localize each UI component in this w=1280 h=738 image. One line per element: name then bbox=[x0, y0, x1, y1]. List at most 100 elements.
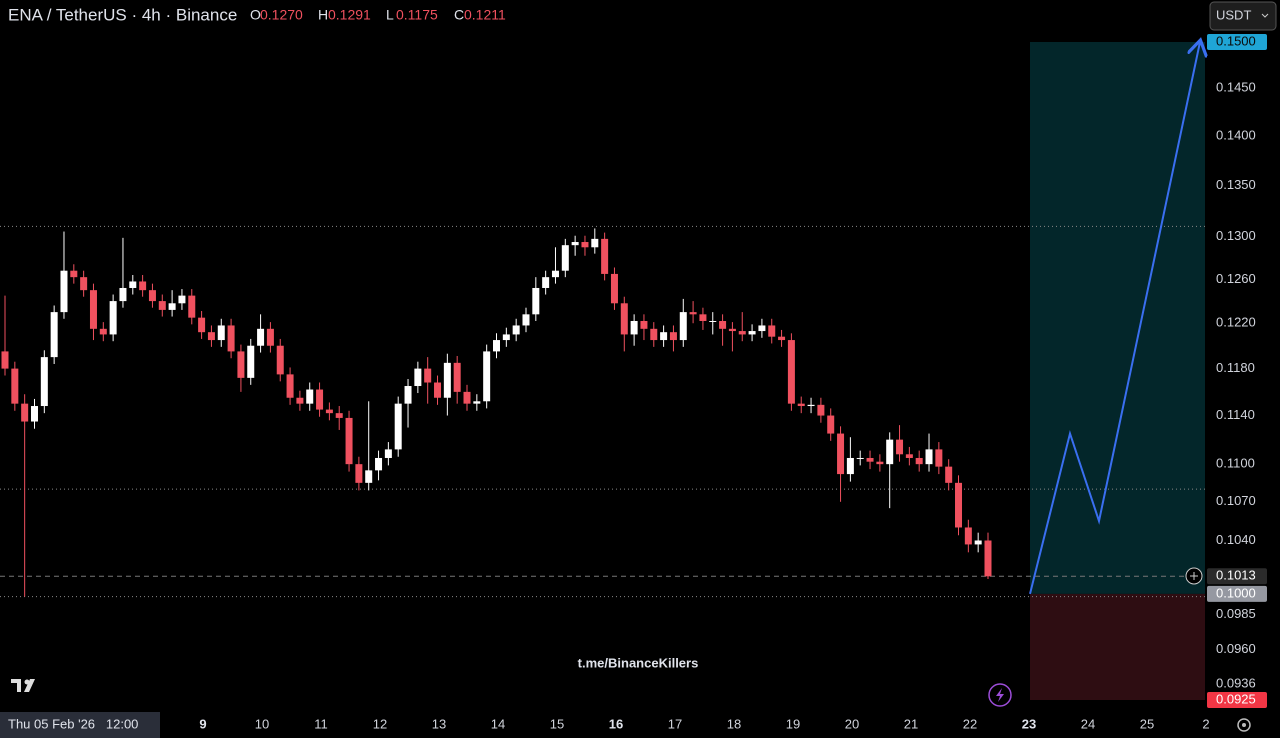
stop-zone bbox=[1030, 593, 1205, 700]
candle-body bbox=[493, 340, 500, 352]
candle-body bbox=[257, 328, 265, 346]
x-tick-label: 17 bbox=[668, 716, 682, 731]
candle-body bbox=[375, 457, 383, 471]
candle-body bbox=[748, 331, 756, 335]
candle-body bbox=[178, 295, 186, 304]
candle-body bbox=[40, 357, 48, 407]
y-tick-label: 0.1300 bbox=[1216, 228, 1256, 243]
x-tick-label: 14 bbox=[491, 716, 505, 731]
candle-body bbox=[660, 332, 668, 341]
candle-body bbox=[158, 301, 166, 310]
candle-body bbox=[787, 340, 795, 404]
candle-body bbox=[945, 466, 953, 483]
candle-body bbox=[247, 345, 255, 378]
candle-body bbox=[522, 314, 530, 326]
y-tick-label: 0.1040 bbox=[1216, 532, 1256, 547]
candle-body bbox=[1, 351, 9, 369]
dropdown-icon bbox=[1261, 13, 1269, 18]
candle-body bbox=[434, 382, 442, 398]
candle-body bbox=[905, 454, 913, 458]
candle-body bbox=[679, 312, 687, 341]
current-price-tag-box bbox=[1207, 568, 1267, 585]
x-tick-label: 20 bbox=[845, 716, 859, 731]
candle-body bbox=[807, 404, 815, 407]
candle-body bbox=[768, 325, 776, 337]
ohlc-value: 0.1175 bbox=[396, 7, 438, 23]
candle-body bbox=[119, 287, 127, 302]
y-tick-label: 0.1400 bbox=[1216, 127, 1256, 142]
candle-body bbox=[325, 409, 333, 414]
y-tick-label: 0.0985 bbox=[1216, 606, 1256, 621]
candle-body bbox=[109, 301, 117, 335]
candle-body bbox=[424, 368, 432, 383]
y-tick-label: 0.1100 bbox=[1216, 456, 1255, 471]
x-tick-label: 21 bbox=[904, 716, 918, 731]
y-tick-label: 0.1070 bbox=[1216, 493, 1256, 508]
currency-label[interactable]: USDT bbox=[1216, 7, 1251, 22]
entry-price-tag-box bbox=[1207, 585, 1267, 602]
x-tick-label: 23 bbox=[1022, 716, 1036, 731]
candle-body bbox=[335, 413, 343, 418]
candle-body bbox=[384, 449, 392, 458]
candle-body bbox=[266, 328, 274, 346]
stop-price-tag-box bbox=[1207, 692, 1267, 708]
candle-body bbox=[443, 362, 451, 398]
target-price-tag: 0.1500 bbox=[1216, 33, 1256, 48]
x-tick-label: 25 bbox=[1140, 716, 1154, 731]
cursor-date-box bbox=[0, 712, 160, 738]
candle-body bbox=[80, 277, 88, 291]
ohlc-label: C bbox=[454, 7, 464, 23]
ohlc-value: 0.1270 bbox=[260, 7, 303, 23]
candle-body bbox=[296, 397, 304, 404]
candle-body bbox=[719, 320, 727, 329]
settings-button[interactable] bbox=[1237, 718, 1251, 732]
current-price-tag: 0.1013 bbox=[1216, 568, 1256, 583]
candle-body bbox=[532, 287, 540, 315]
candle-body bbox=[89, 290, 97, 329]
target-zone bbox=[1030, 42, 1205, 594]
candle-body bbox=[542, 277, 550, 288]
candle-body bbox=[640, 320, 648, 329]
candle-body bbox=[601, 238, 609, 274]
x-tick-label: 19 bbox=[786, 716, 800, 731]
lightning-button[interactable] bbox=[988, 683, 1012, 707]
entry-price-tag: 0.1000 bbox=[1216, 585, 1256, 600]
candle-body bbox=[286, 374, 294, 398]
projection-path bbox=[1029, 42, 1200, 595]
candle-body bbox=[630, 320, 638, 335]
candle-body bbox=[227, 325, 235, 352]
candle-body bbox=[827, 415, 835, 434]
candle-body bbox=[50, 312, 58, 358]
x-tick-label: 16 bbox=[609, 716, 623, 731]
candle-body bbox=[21, 403, 29, 422]
ohlc-value: 0.1211 bbox=[464, 7, 506, 23]
y-tick-label: 0.1220 bbox=[1216, 315, 1256, 330]
candle-body bbox=[709, 320, 717, 322]
x-tick-label: 22 bbox=[963, 716, 977, 731]
candle-body bbox=[886, 439, 894, 465]
currency-button[interactable] bbox=[1209, 1, 1277, 31]
candle-body bbox=[276, 345, 284, 375]
candle-body bbox=[365, 470, 373, 483]
add-button[interactable] bbox=[1185, 567, 1203, 585]
x-tick-label: 18 bbox=[727, 716, 741, 731]
candle-body bbox=[669, 332, 677, 341]
candle-body bbox=[610, 273, 618, 304]
target-price-tag-box bbox=[1207, 34, 1267, 50]
candle-body bbox=[355, 464, 363, 483]
candle-body bbox=[316, 389, 324, 410]
cursor-date: Thu 05 Feb '26 12:00 bbox=[8, 716, 138, 731]
candle-body bbox=[394, 403, 402, 450]
candle-body bbox=[856, 457, 864, 459]
tv-logo bbox=[11, 679, 35, 692]
candle-body bbox=[964, 527, 972, 545]
x-tick-label: 12 bbox=[373, 716, 387, 731]
candle-body bbox=[463, 391, 471, 404]
candle-body bbox=[984, 540, 992, 577]
candle-body bbox=[915, 457, 923, 465]
candle-body bbox=[188, 295, 196, 318]
ohlc-value: 0.1291 bbox=[328, 7, 371, 23]
candle-body bbox=[237, 351, 245, 378]
candle-body bbox=[974, 540, 982, 545]
